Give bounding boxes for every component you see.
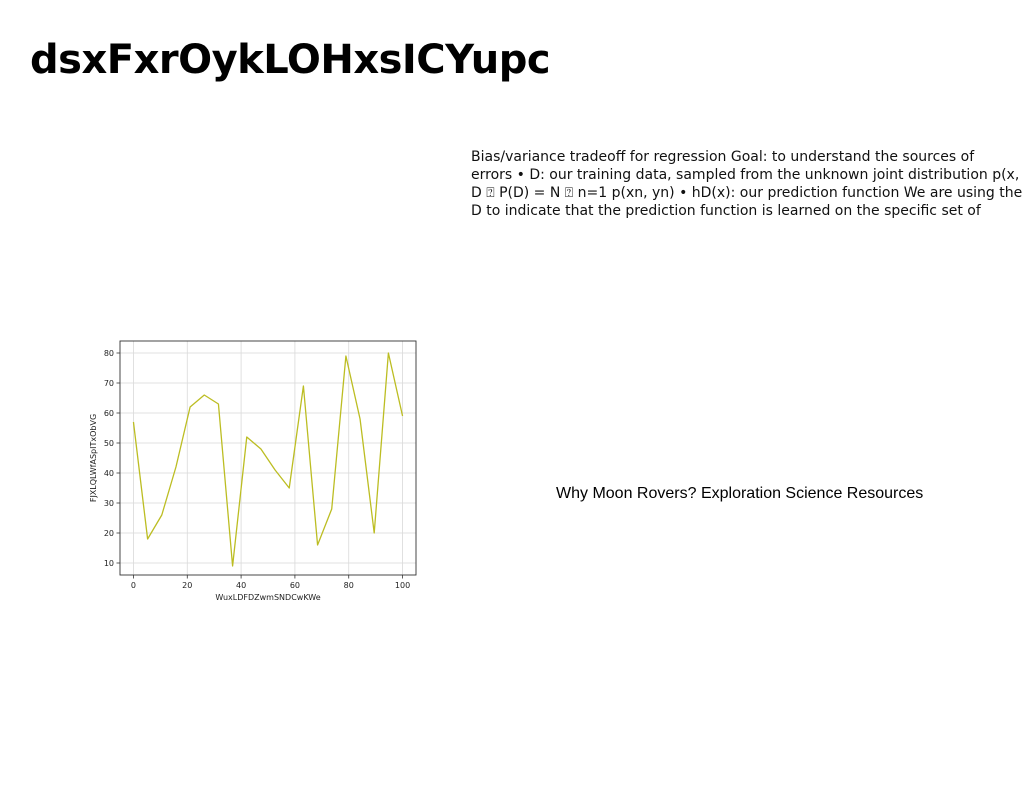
chart-svg: 0 20 40 60 80 100 10 20 30 40 50 60 70 80 WuxLDFDZwmSN…: [89, 340, 417, 602]
image-caption: Why Moon Rovers? Exploration Science Res…: [556, 485, 924, 502]
body-text-line: D to indicate that the prediction functi…: [471, 203, 981, 219]
x-axis-label: WuxLDFDZwmSNDCwKWe: [215, 593, 320, 602]
body-text-line: Bias/variance tradeoff for regression Go…: [471, 149, 975, 165]
y-tick-label: 70: [104, 379, 114, 388]
body-text-line: errors • D: our training data, sampled f…: [471, 167, 1020, 183]
x-tick-label: 80: [344, 581, 354, 590]
x-tick-label: 100: [395, 581, 410, 590]
x-tick-label: 0: [131, 581, 136, 590]
page-title: dsxFxrOykLOHxsICYupc: [30, 37, 551, 83]
y-tick-label: 20: [104, 529, 114, 538]
y-tick-label: 80: [104, 349, 114, 358]
y-tick-label: 50: [104, 439, 114, 448]
body-text-line: D ⍰ P(D) = N ⍰ n=1 p(xn, yn) • hD(x): ou…: [471, 185, 1023, 201]
y-tick-label: 10: [104, 559, 114, 568]
plot-frame: [119, 340, 417, 576]
y-tick-label: 40: [104, 469, 114, 478]
y-axis-label: FJXLQLWfASpITxObVG: [89, 414, 98, 502]
x-tick-label: 20: [182, 581, 192, 590]
y-tick-label: 60: [104, 409, 114, 418]
series-line: [132, 352, 404, 567]
x-tick-label: 60: [290, 581, 300, 590]
x-tick-label: 40: [236, 581, 246, 590]
body-text: Bias/variance tradeoff for regression Go…: [471, 148, 1024, 224]
y-tick-label: 30: [104, 499, 114, 508]
line-chart: 0 20 40 60 80 100 10 20 30 40 50 60 70 80 WuxLDFDZwmSN…: [86, 334, 426, 608]
